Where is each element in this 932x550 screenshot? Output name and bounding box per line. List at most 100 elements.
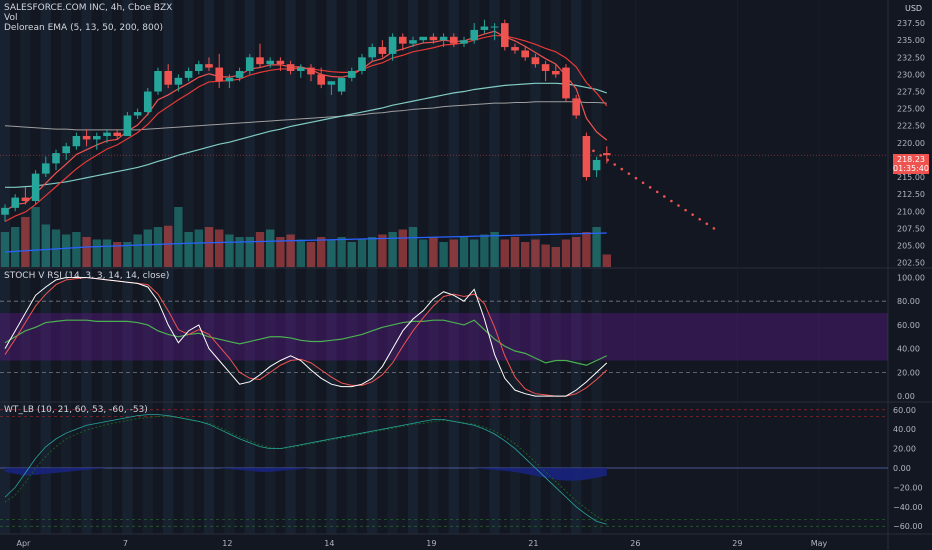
price-tick-label: 207.50	[897, 224, 925, 233]
candle-body	[42, 163, 50, 174]
price-tick-label: 227.50	[897, 88, 925, 97]
projection-dot	[620, 167, 624, 171]
candle	[572, 94, 580, 119]
stoch-tick-label: 40.00	[897, 345, 920, 354]
candle-body	[399, 36, 407, 44]
volume-bar	[347, 242, 356, 267]
volume-bar	[368, 237, 377, 267]
candle-body	[572, 98, 580, 116]
candle	[174, 74, 183, 92]
candle	[541, 60, 550, 82]
candle	[358, 53, 366, 75]
candle-body	[378, 47, 387, 54]
candle-body	[337, 77, 346, 92]
candle-body	[358, 57, 366, 71]
candle-body	[225, 77, 234, 82]
price-tick-label: 237.50	[897, 19, 925, 28]
volume-bar	[102, 239, 112, 267]
candle-body	[439, 36, 448, 41]
candle-body	[205, 64, 213, 68]
candle-body	[531, 57, 540, 65]
candle-body	[368, 47, 376, 58]
stoch-tick-label: 60.00	[897, 321, 920, 330]
wavetrend-pane[interactable]	[0, 409, 888, 527]
candle	[582, 132, 591, 181]
volume-bar	[500, 239, 509, 267]
volume-bar	[153, 227, 163, 267]
candle	[388, 33, 397, 61]
candle-body	[113, 132, 121, 136]
volume-bar	[459, 237, 469, 267]
candle	[480, 19, 489, 34]
candle-body	[103, 132, 111, 136]
candle	[439, 33, 448, 48]
time-axis[interactable]: Apr 7 12 14 19 21 26 29 May	[16, 539, 827, 548]
candle	[21, 187, 30, 205]
stoch-tick-label: 100.00	[897, 273, 925, 282]
volume-bar	[51, 229, 61, 267]
candle	[246, 53, 254, 75]
projection-dot	[677, 204, 680, 207]
candle	[409, 36, 417, 48]
volume-bar	[449, 239, 458, 267]
projection-dot	[698, 217, 702, 221]
projection-dot	[627, 172, 631, 175]
projection-dot	[585, 144, 588, 148]
price-axis[interactable]: 202.50205.00207.50210.00212.50215.00217.…	[893, 19, 925, 531]
time-tick-label: May	[811, 539, 828, 548]
candle-body	[21, 197, 30, 201]
candle-body	[490, 26, 499, 28]
volume-bar	[561, 239, 571, 267]
candle-body	[195, 64, 203, 71]
stoch-legend: STOCH V RSI (14, 3, 3, 14, 14, close)	[4, 271, 170, 281]
time-tick-label: 14	[324, 539, 334, 548]
volume-bar	[296, 239, 305, 267]
candle-body	[256, 57, 264, 65]
price-tick-label: 212.50	[897, 190, 925, 199]
volume-bar	[480, 234, 489, 267]
candle-body	[419, 36, 427, 41]
candle	[327, 81, 336, 95]
volume-bar	[21, 217, 30, 267]
currency-label: USD	[905, 4, 923, 13]
candle	[470, 23, 478, 44]
volume-bar	[398, 229, 407, 267]
candle	[103, 129, 111, 143]
candle	[490, 23, 499, 41]
volume-bar	[225, 234, 234, 267]
price-pane[interactable]	[0, 19, 888, 267]
candle	[164, 64, 172, 89]
volume-bar	[327, 239, 336, 267]
candle	[62, 142, 70, 160]
ema-legend: Delorean EMA (5, 13, 50, 200, 800)	[4, 23, 163, 33]
volume-bar	[276, 237, 285, 267]
volume-bar	[255, 232, 265, 267]
last-price-value: 218.23	[897, 155, 925, 164]
wt-legend: WT_LB (10, 21, 60, 53, -60, -53)	[4, 405, 148, 415]
price-tick-label: 230.00	[897, 70, 925, 79]
volume-bar	[388, 232, 397, 267]
candle	[460, 36, 468, 48]
volume-bar	[306, 242, 316, 267]
volume-bar	[337, 237, 346, 267]
volume-bar	[113, 242, 122, 267]
volume-legend: Vol	[4, 13, 18, 23]
volume-bar	[408, 227, 418, 267]
candle	[184, 67, 193, 82]
candle-body	[501, 23, 509, 48]
candle-body	[93, 136, 101, 140]
candle	[348, 67, 356, 82]
volume-bar	[184, 232, 193, 267]
candle	[123, 112, 132, 136]
stoch-rsi-pane[interactable]	[0, 276, 888, 397]
candle	[52, 149, 60, 171]
candle-body	[154, 71, 162, 92]
price-tick-label: 210.00	[897, 207, 925, 216]
candle	[562, 64, 570, 102]
candle	[399, 33, 407, 51]
volume-bar	[92, 239, 101, 267]
time-tick-label: 26	[630, 539, 640, 548]
candle-body	[603, 153, 611, 156]
candle-body	[348, 71, 356, 78]
